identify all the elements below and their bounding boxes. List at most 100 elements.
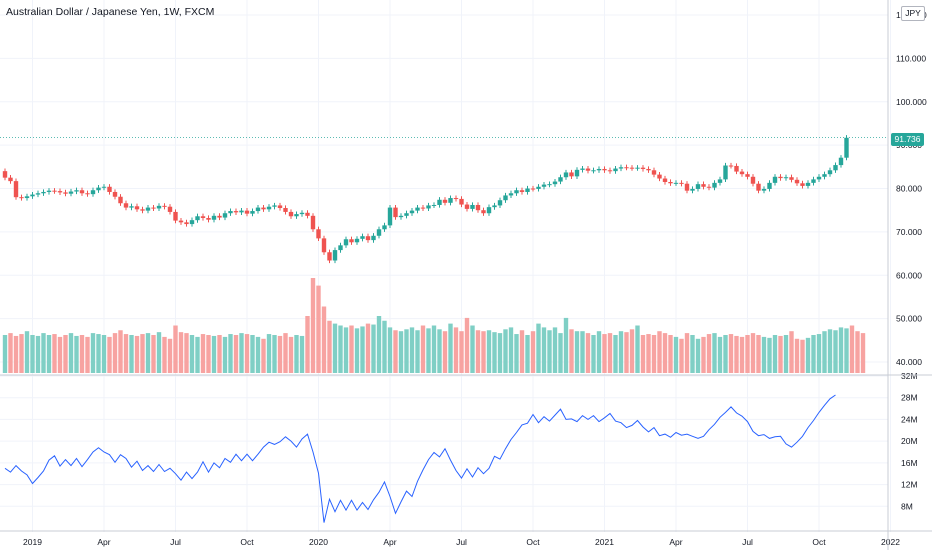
volume-bar xyxy=(24,331,30,373)
volume-bar xyxy=(629,329,635,373)
price-tick-label: 40.000 xyxy=(896,357,922,367)
candle-body xyxy=(437,199,442,205)
candle-body xyxy=(448,198,453,203)
candle-body xyxy=(239,210,244,213)
candle-body xyxy=(123,203,129,208)
candle-body xyxy=(420,207,426,209)
candle-body xyxy=(585,168,591,171)
candle-body xyxy=(118,196,123,204)
candle-body xyxy=(602,168,607,171)
candle-body xyxy=(794,179,800,184)
volume-bar xyxy=(101,335,107,373)
volume-bar xyxy=(536,323,541,373)
time-tick-label: 2022 xyxy=(881,537,900,547)
volume-bar xyxy=(156,332,162,373)
time-tick-label: 2021 xyxy=(595,537,614,547)
candle-body xyxy=(805,182,811,186)
volume-bar xyxy=(46,335,52,373)
price-tick-label: 50.000 xyxy=(896,314,922,324)
candle-body xyxy=(706,186,712,188)
candle-body xyxy=(140,209,145,211)
volume-bar xyxy=(552,327,558,373)
candle-body xyxy=(470,204,475,209)
volume-bar xyxy=(679,338,684,373)
candle-body xyxy=(266,206,272,210)
volume-bar xyxy=(503,329,508,373)
candle-body xyxy=(167,206,173,212)
volume-bar xyxy=(695,338,701,373)
candle-body xyxy=(442,199,448,203)
indicator-tick-label: 20M xyxy=(901,436,918,446)
volume-bar xyxy=(360,326,365,373)
candle-body xyxy=(134,206,140,210)
price-tick-label: 60.000 xyxy=(896,270,922,280)
volume-bar xyxy=(635,325,640,373)
candle-body xyxy=(464,204,470,209)
volume-bar xyxy=(651,335,657,373)
volume-bar xyxy=(607,333,613,373)
indicator-line xyxy=(4,394,836,523)
candle-body xyxy=(283,208,288,212)
candle-body xyxy=(591,170,596,172)
candle-body xyxy=(541,184,547,187)
volume-bar xyxy=(277,335,283,373)
candle-body xyxy=(838,157,844,166)
indicator-tick-label: 12M xyxy=(901,480,918,490)
volume-bar xyxy=(827,329,833,373)
volume-bar xyxy=(613,335,618,373)
candle-body xyxy=(613,168,618,172)
candle-body xyxy=(827,170,833,175)
candle-body xyxy=(101,186,107,188)
candle-body xyxy=(723,165,728,180)
indicator-tick-label: 8M xyxy=(901,501,913,511)
volume-bar xyxy=(178,332,184,373)
candle-body xyxy=(750,176,756,184)
volume-bar xyxy=(393,330,398,373)
volume-bar xyxy=(492,332,497,373)
symbol-title[interactable]: Australian Dollar / Japanese Yen, 1W, FX… xyxy=(6,6,215,18)
volume-bar xyxy=(250,335,255,373)
volume-bar xyxy=(107,336,112,373)
candle-body xyxy=(646,168,651,171)
time-tick-label: Apr xyxy=(669,537,682,547)
candle-body xyxy=(459,198,464,205)
candle-body xyxy=(679,182,684,184)
candle-body xyxy=(382,225,387,230)
indicator-layer xyxy=(4,394,836,523)
volume-bar xyxy=(541,327,547,373)
candle-body xyxy=(580,168,585,170)
volume-bar xyxy=(453,327,459,373)
candle-body xyxy=(701,184,706,187)
volume-bar xyxy=(13,335,19,373)
candle-body xyxy=(492,205,497,208)
time-tick-label: 2019 xyxy=(23,537,42,547)
candle-body xyxy=(635,167,640,169)
volume-bar xyxy=(706,334,712,373)
volume-bar xyxy=(189,335,195,373)
candle-body xyxy=(453,198,459,200)
volume-bar xyxy=(448,323,453,373)
volume-bar xyxy=(514,334,519,373)
candle-body xyxy=(30,194,35,197)
volume-bar xyxy=(662,333,668,373)
volume-bar xyxy=(327,320,332,373)
currency-badge[interactable]: JPY xyxy=(901,6,925,21)
candle-body xyxy=(558,177,563,182)
volume-bar xyxy=(723,335,728,373)
volume-bar xyxy=(167,338,173,373)
candle-body xyxy=(294,214,299,217)
candle-body xyxy=(68,191,74,194)
candle-body xyxy=(525,188,530,192)
volume-bar xyxy=(464,317,470,373)
candle-body xyxy=(8,177,13,182)
volume-bar xyxy=(761,336,767,373)
volume-bar xyxy=(79,335,85,373)
candle-body xyxy=(497,200,503,206)
volume-bar xyxy=(800,339,805,373)
candle-body xyxy=(624,167,629,169)
candle-body xyxy=(717,179,723,183)
volume-bar xyxy=(475,330,481,373)
volume-bar xyxy=(244,334,250,373)
